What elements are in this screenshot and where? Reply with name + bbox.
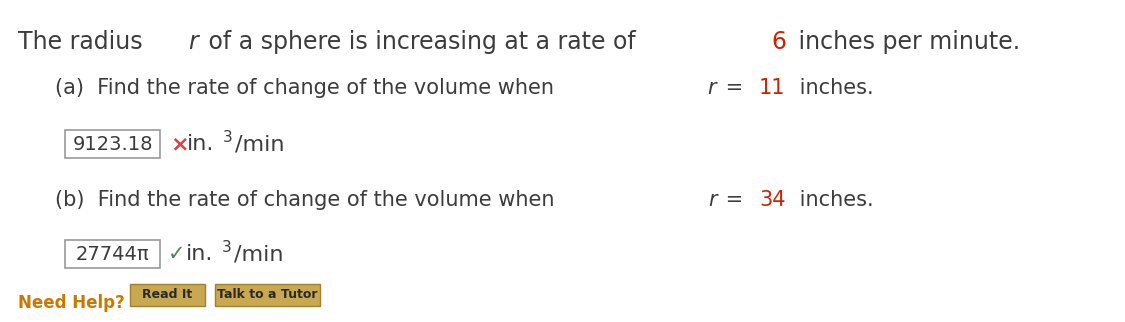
Text: 6: 6 bbox=[772, 30, 786, 54]
FancyBboxPatch shape bbox=[65, 240, 160, 268]
Text: Talk to a Tutor: Talk to a Tutor bbox=[217, 289, 317, 301]
FancyBboxPatch shape bbox=[65, 130, 160, 158]
FancyBboxPatch shape bbox=[215, 284, 320, 306]
Text: r: r bbox=[708, 78, 716, 98]
Text: 27744π: 27744π bbox=[75, 244, 150, 263]
Text: of a sphere is increasing at a rate of: of a sphere is increasing at a rate of bbox=[201, 30, 644, 54]
Text: in.: in. bbox=[186, 244, 214, 264]
Text: /min: /min bbox=[234, 244, 284, 264]
Text: r: r bbox=[189, 30, 198, 54]
Text: (a)  Find the rate of change of the volume when: (a) Find the rate of change of the volum… bbox=[55, 78, 560, 98]
Text: 11: 11 bbox=[758, 78, 785, 98]
Text: =: = bbox=[719, 190, 750, 210]
Text: r: r bbox=[708, 190, 717, 210]
Text: Read It: Read It bbox=[143, 289, 192, 301]
Text: inches.: inches. bbox=[793, 190, 874, 210]
Text: =: = bbox=[719, 78, 749, 98]
Text: The radius: The radius bbox=[18, 30, 150, 54]
Text: inches per minute.: inches per minute. bbox=[791, 30, 1020, 54]
Text: (b)  Find the rate of change of the volume when: (b) Find the rate of change of the volum… bbox=[55, 190, 561, 210]
Text: 3: 3 bbox=[222, 240, 231, 254]
FancyBboxPatch shape bbox=[130, 284, 205, 306]
Text: Need Help?: Need Help? bbox=[18, 294, 125, 312]
Text: /min: /min bbox=[235, 134, 285, 154]
Text: ×: × bbox=[170, 134, 189, 154]
Text: 3: 3 bbox=[223, 129, 232, 145]
Text: 9123.18: 9123.18 bbox=[72, 135, 153, 154]
Text: 34: 34 bbox=[759, 190, 785, 210]
Text: in.: in. bbox=[187, 134, 215, 154]
Text: inches.: inches. bbox=[793, 78, 873, 98]
Text: ✓: ✓ bbox=[168, 244, 186, 264]
